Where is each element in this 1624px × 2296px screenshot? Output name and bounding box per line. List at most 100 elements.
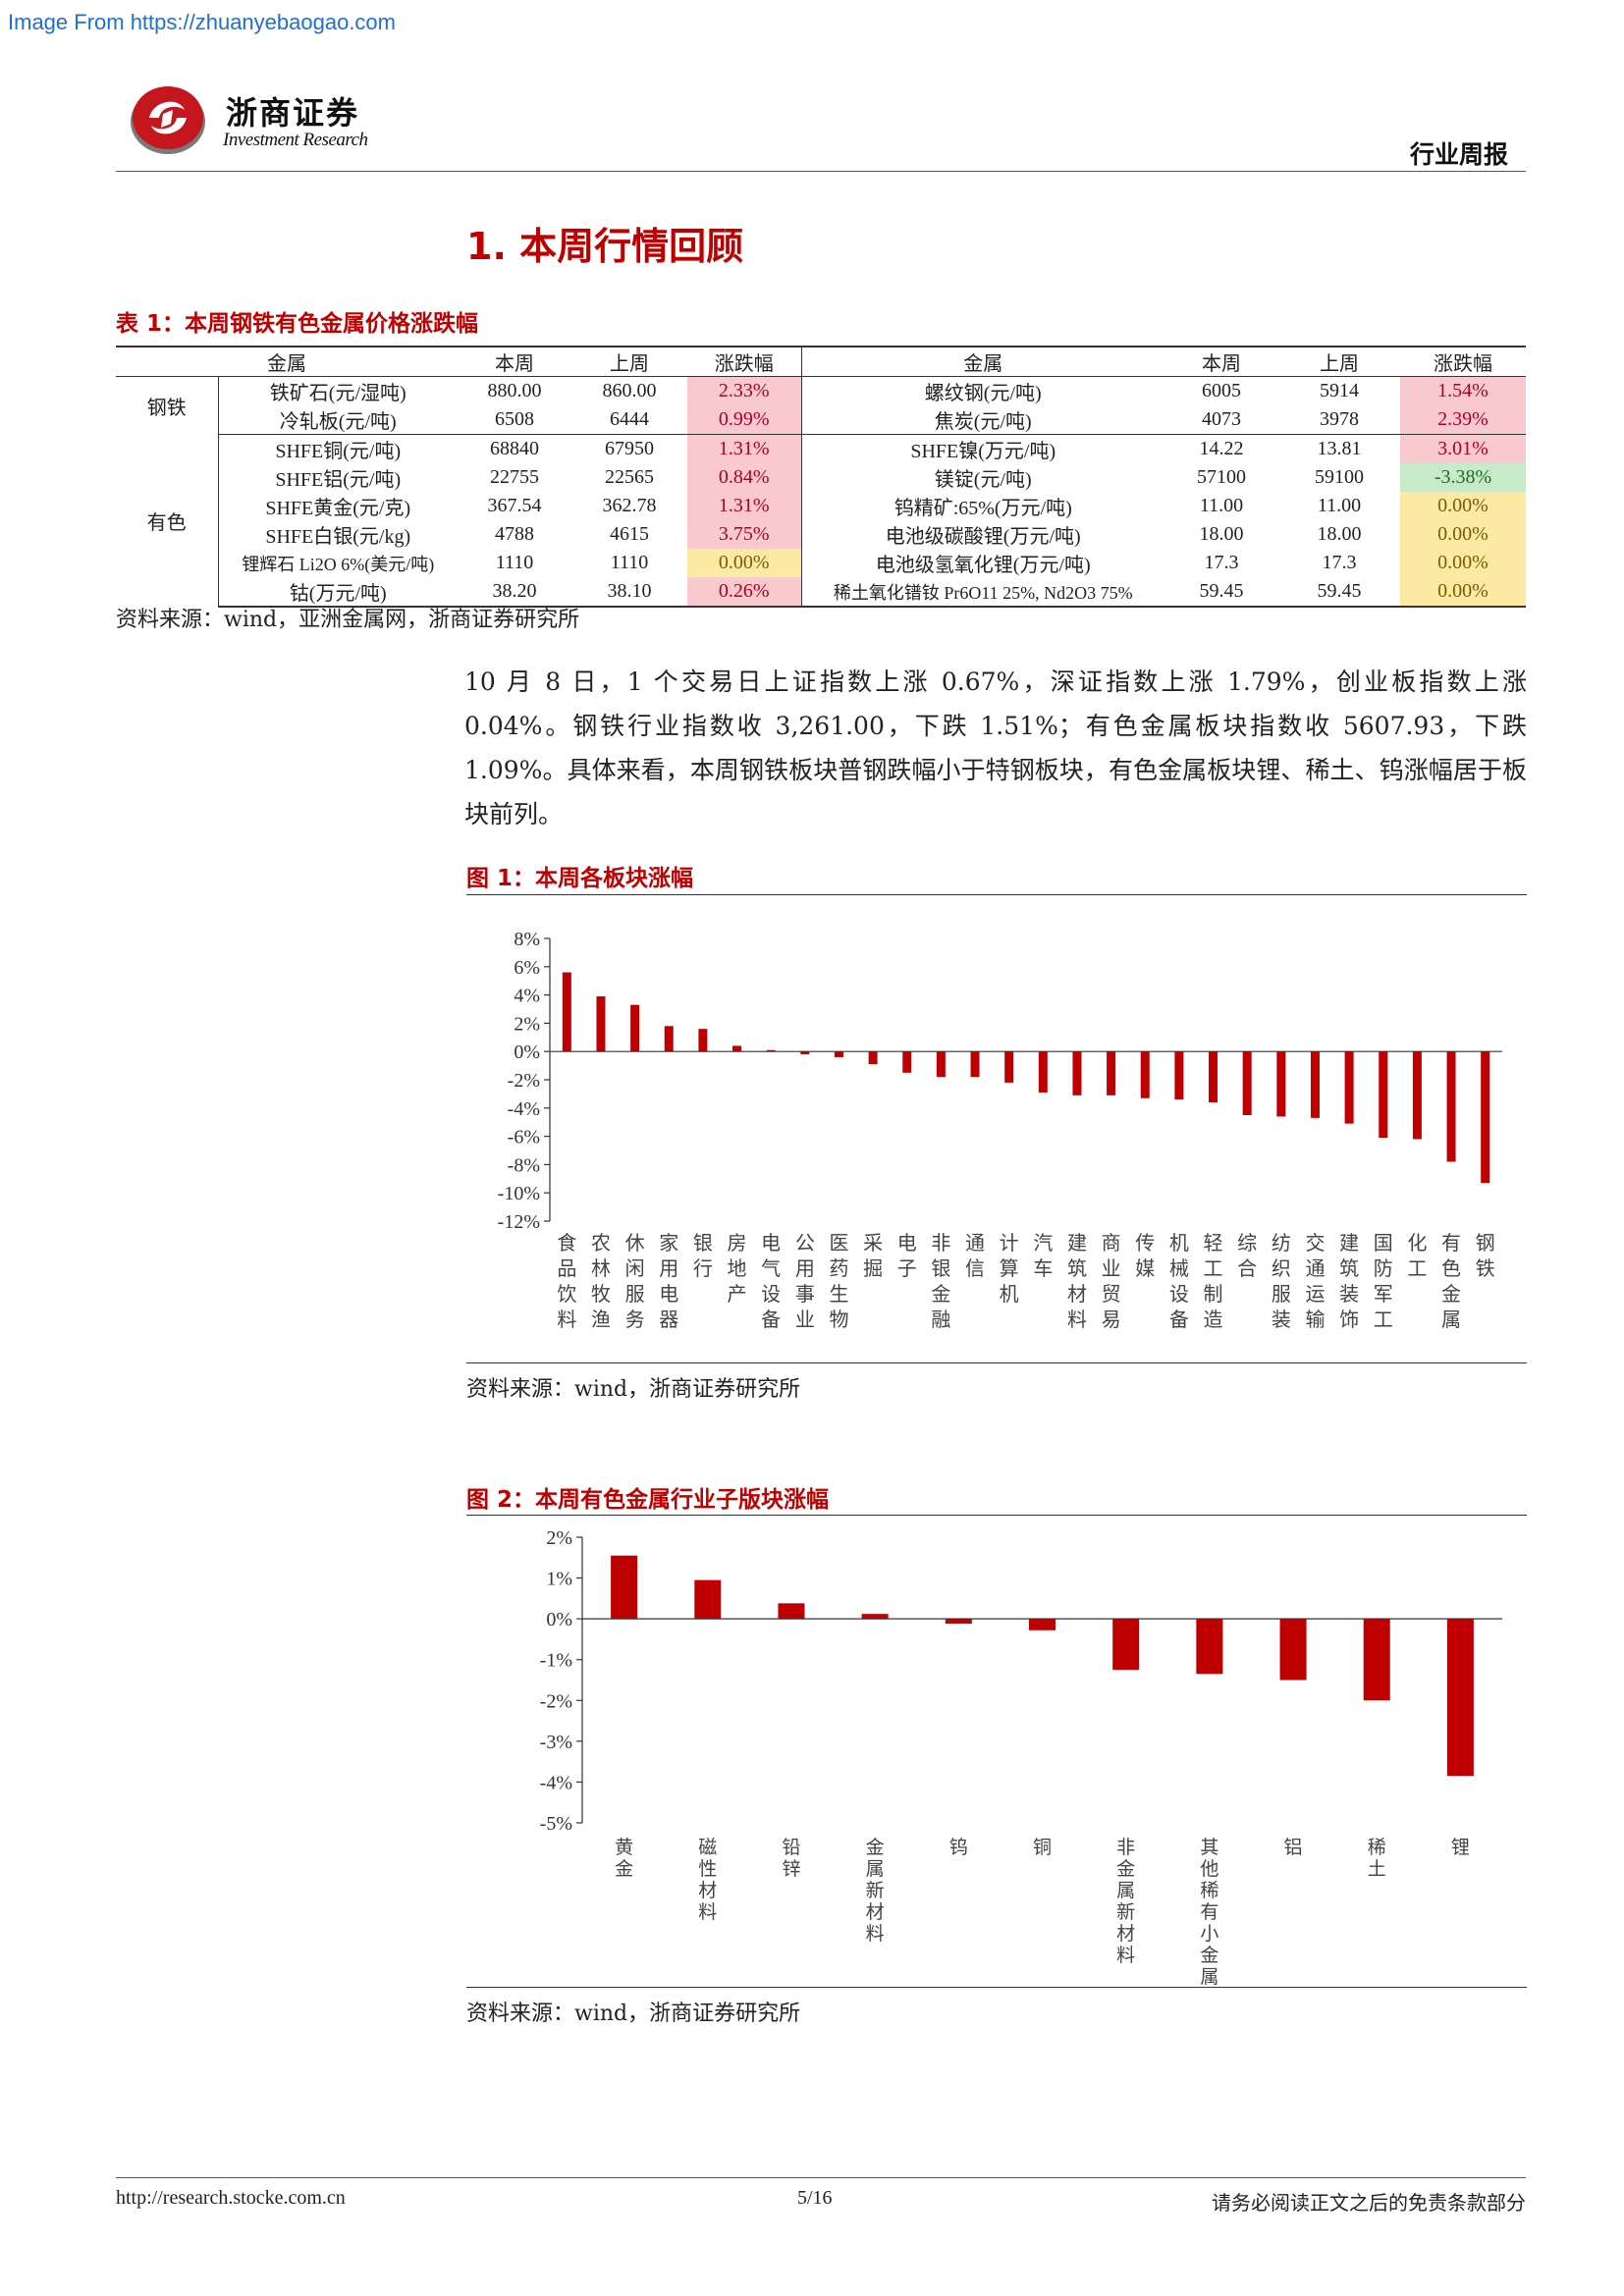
price-cell: 880.00 — [487, 380, 542, 401]
figure2-caption: 图 2：本周有色金属行业子版块涨幅 — [466, 1487, 830, 1513]
x-category-label: 公用事业 — [795, 1231, 815, 1331]
change-cell: -3.38% — [1400, 463, 1526, 492]
table-row: SHFE黄金(元/克) 367.54 362.78 1.31% 钨精矿:65%(万元/吨… — [116, 492, 1526, 520]
price-cell: 59100 — [1315, 466, 1364, 488]
price-cell: 22755 — [490, 466, 539, 488]
x-category-label: 电气设备 — [761, 1231, 781, 1331]
x-category-label: 食品饮料 — [557, 1231, 576, 1331]
y-tick-label: -2% — [508, 1070, 540, 1092]
table-row: 钢铁 铁矿石(元/湿吨) 880.00 860.00 2.33% 螺纹钢(元/吨) 6005… — [116, 376, 1526, 435]
price-cell: 22565 — [605, 466, 654, 488]
price-cell: 18.00 — [1199, 523, 1244, 545]
price-cell: 14.22 — [1199, 438, 1244, 459]
x-category-label: 交通运输 — [1305, 1231, 1325, 1331]
x-category-label: 黄金 — [615, 1837, 633, 1880]
bar — [1112, 1619, 1140, 1671]
bar — [1196, 1619, 1223, 1675]
price-cell: 68840 — [490, 438, 539, 459]
y-tick-label: 8% — [514, 929, 540, 950]
bar — [800, 1051, 810, 1055]
price-cell: 4788 — [495, 523, 534, 545]
table-row: 有色 SHFE铜(元/吨) 68840 67950 1.31% SHFE镍(万元/吨) 14… — [116, 434, 1526, 607]
price-cell: 11.00 — [1317, 495, 1362, 516]
report-type: 行业周报 — [1409, 140, 1508, 169]
bar — [1242, 1051, 1252, 1115]
metal-name-cell: 焦炭(元/吨) — [800, 405, 1164, 435]
header-divider — [116, 171, 1526, 172]
bar — [1209, 1051, 1218, 1103]
bar — [1446, 1051, 1456, 1162]
x-category-label: 稀土 — [1368, 1837, 1386, 1880]
price-cell: 6444 — [571, 405, 687, 435]
x-category-label: 房地产 — [728, 1231, 747, 1306]
price-cell: 6005 — [1202, 380, 1241, 401]
figure1-top-rule — [466, 894, 1527, 895]
bar — [766, 1049, 776, 1052]
bar — [1363, 1619, 1390, 1701]
x-category-label: 非银金融 — [931, 1231, 950, 1331]
price-cell: 38.20 — [458, 577, 571, 608]
figure1-source: 资料来源：wind，浙商证券研究所 — [466, 1377, 801, 1402]
bar — [1310, 1051, 1320, 1118]
y-tick-label: -4% — [540, 1772, 572, 1793]
group-label: 钢铁 — [116, 376, 219, 435]
x-category-label: 钨 — [949, 1837, 968, 1858]
table-caption: 表 1：本周钢铁有色金属价格涨跌幅 — [116, 311, 479, 337]
x-category-label: 钢铁 — [1476, 1231, 1495, 1280]
metal-name-cell: 铁矿石(元/湿吨) — [269, 383, 406, 404]
y-tick-label: 2% — [514, 1013, 540, 1035]
x-category-label: 锂 — [1451, 1837, 1470, 1858]
x-category-label: 采掘 — [863, 1231, 883, 1280]
bar — [732, 1045, 742, 1052]
price-cell: 17.3 — [1204, 552, 1239, 573]
x-category-label: 铜 — [1033, 1837, 1052, 1858]
x-category-label: 休闲服务 — [625, 1231, 645, 1331]
change-cell: 0.00% — [1400, 492, 1526, 520]
x-category-label: 汽车 — [1033, 1231, 1053, 1280]
y-tick-label: -5% — [540, 1813, 572, 1835]
col-header: 本周 — [1164, 346, 1278, 377]
metal-name-cell: 钴(万元/吨) — [218, 577, 458, 608]
bar — [902, 1051, 912, 1073]
price-cell: 13.81 — [1317, 438, 1362, 459]
bar — [1038, 1051, 1048, 1093]
x-category-label: 计算机 — [1000, 1231, 1019, 1306]
table-row: SHFE铝(元/吨) 22755 22565 0.84% 镁锭(元/吨) 57100 591… — [116, 463, 1526, 492]
figure2-top-rule — [466, 1515, 1527, 1516]
metal-name-cell: 钨精矿:65%(万元/吨) — [800, 492, 1164, 520]
nonferrous-subsector-chart: 2% 1% 0% -1% -2% -3% -4% -5% 黄金 磁性材料 铅锌 金属新材料 钨 铜 非金属新… — [540, 1527, 1502, 1988]
x-category-label: 综合 — [1237, 1231, 1257, 1280]
bar — [1481, 1051, 1490, 1184]
bar — [1072, 1051, 1082, 1095]
price-cell: 67950 — [605, 438, 654, 459]
bar — [778, 1603, 805, 1620]
watermark-link[interactable]: Image From https://zhuanyebaogao.com — [8, 10, 396, 34]
bar — [1446, 1619, 1474, 1777]
metal-name-cell: 镁锭(元/吨) — [800, 463, 1164, 492]
price-cell: 59.45 — [1164, 577, 1278, 608]
metal-name-cell: 锂辉石 Li2O 6%(美元/吨) — [242, 554, 435, 574]
x-category-label: 建筑装饰 — [1339, 1231, 1359, 1331]
y-tick-label: -12% — [498, 1211, 540, 1233]
col-header: 本周 — [458, 346, 571, 377]
bar — [562, 972, 571, 1052]
table-row: 锂辉石 Li2O 6%(美元/吨) 1110 1110 0.00% 电池级氢氧化锂(万元… — [116, 549, 1526, 577]
table-header-row: 金属 本周 上周 涨跌幅 金属 本周 上周 涨跌幅 — [116, 346, 1526, 377]
table-row: SHFE白银(元/kg) 4788 4615 3.75% 电池级碳酸锂(万元/吨) 18.… — [116, 520, 1526, 549]
footer-url[interactable]: http://research.stocke.com.cn — [116, 2187, 346, 2209]
x-category-label: 纺织服装 — [1272, 1231, 1291, 1331]
x-category-label: 金属新材料 — [866, 1837, 885, 1945]
footer-divider — [116, 2177, 1526, 2178]
sector-returns-chart: 8% 6% 4% 2% 0% -2% -4% -6% -8% -10% -12% 食品饮料农林牧渔休闲… — [498, 929, 1502, 1331]
bar — [1029, 1619, 1056, 1630]
bar — [1379, 1051, 1388, 1139]
change-cell: 2.33% — [687, 376, 801, 405]
x-category-label: 铝 — [1284, 1837, 1303, 1858]
col-header: 涨跌幅 — [1400, 346, 1526, 377]
y-tick-label: 6% — [514, 957, 540, 979]
bar — [630, 1004, 640, 1052]
page-number: 5/16 — [797, 2187, 833, 2209]
bar — [1412, 1051, 1422, 1140]
change-cell: 0.00% — [687, 549, 801, 577]
col-header: 金属 — [116, 346, 458, 377]
